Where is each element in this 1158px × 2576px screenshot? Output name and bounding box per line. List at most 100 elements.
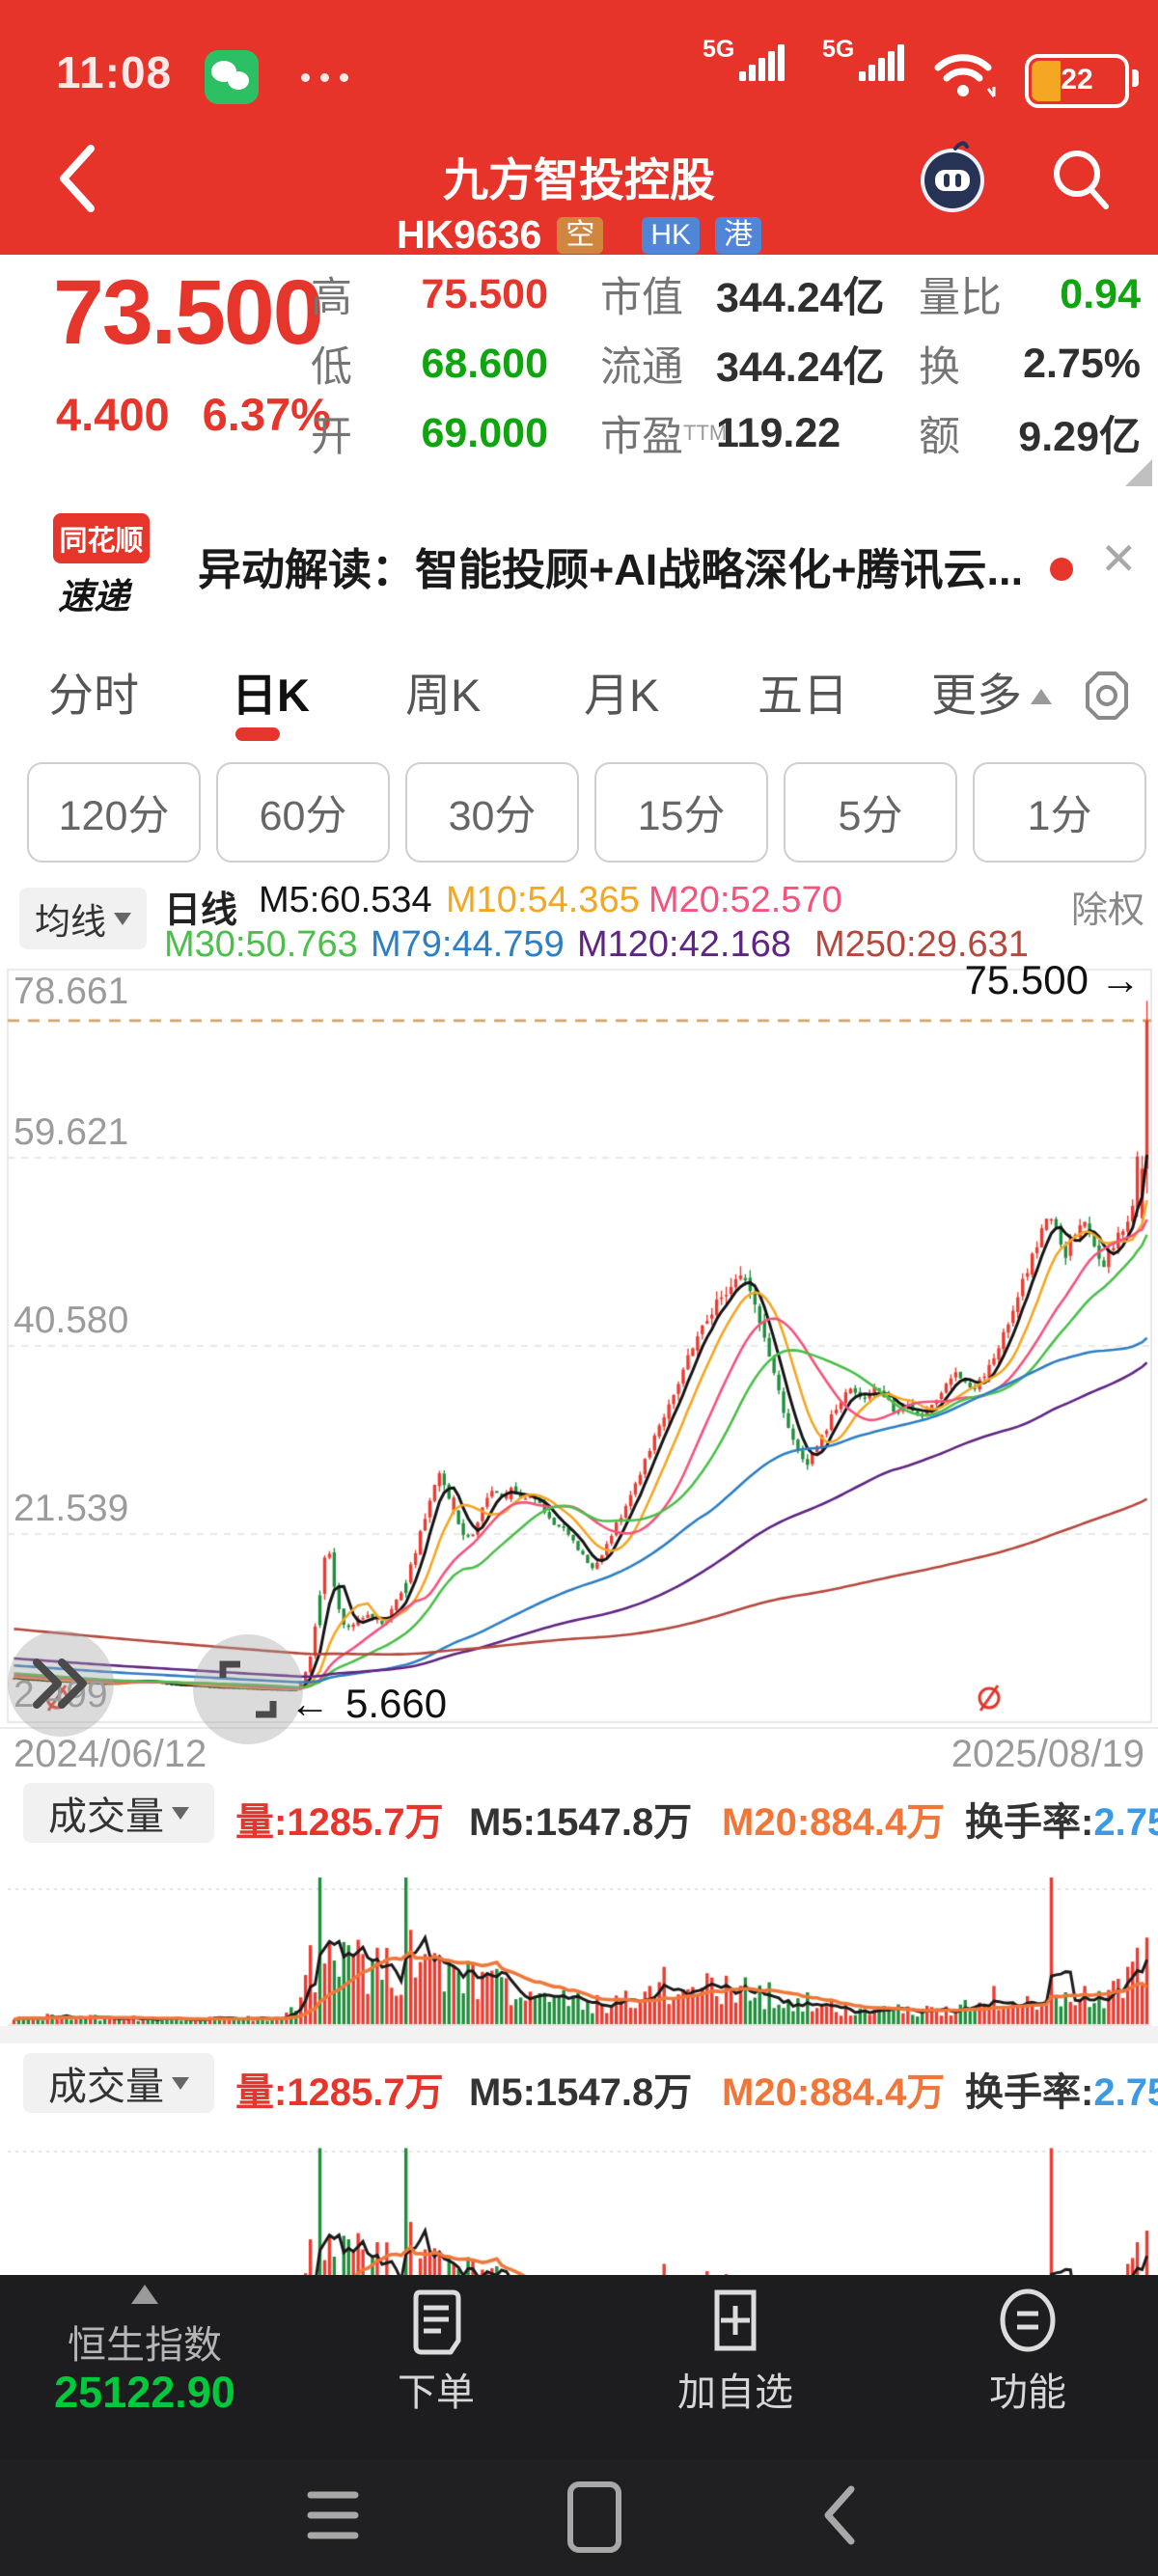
ma5-legend: M5:60.534	[259, 880, 432, 920]
period-120min-button[interactable]: 120分	[27, 762, 201, 863]
add-watchlist-button[interactable]: 加自选	[658, 2288, 813, 2417]
unread-dot	[1050, 558, 1073, 581]
ticker-text: 异动解读：智能投顾+AI战略深化+腾讯云...	[198, 545, 1024, 594]
active-tab-underline	[235, 727, 280, 741]
more-dots-icon[interactable]	[301, 73, 348, 82]
index-name[interactable]: 恒生指数	[68, 2324, 222, 2367]
system-navbar	[0, 2460, 1158, 2576]
x-axis-end-date: 2025/08/19	[951, 1733, 1144, 1775]
ths-logo-sub: 速递	[58, 577, 129, 617]
stock-code: HK9636	[396, 212, 542, 257]
wechat-icon	[205, 50, 259, 104]
ma-mode-label: 日线	[164, 891, 238, 931]
volume-pane-2[interactable]: 成交量 量:1285.7万 M5:1547.8万 M20:884.4万 换手率:…	[0, 2043, 1158, 2275]
period-60min-button[interactable]: 60分	[216, 762, 390, 863]
tab-more[interactable]: 更多	[931, 670, 1022, 721]
volume-ma20: M20:884.4万	[722, 1801, 946, 1844]
volume-selector-chip[interactable]: 成交量	[23, 1783, 214, 1843]
landscape-button[interactable]	[193, 1634, 303, 1744]
volume-ma5-2: M5:1547.8万	[469, 2071, 693, 2114]
close-icon[interactable]: ✕	[1100, 534, 1138, 584]
battery-icon: 22	[1025, 54, 1139, 108]
period-15min-button[interactable]: 15分	[594, 762, 768, 863]
y-tick-2: 40.580	[14, 1300, 129, 1341]
gang-badge: 港	[715, 216, 762, 254]
volume-pane-1[interactable]: 成交量 量:1285.7万 M5:1547.8万 M20:884.4万 换手率:…	[0, 1773, 1158, 2026]
ma-selector-chip[interactable]: 均线	[19, 888, 147, 949]
pane-divider	[0, 2026, 1158, 2043]
arrow-left-icon: ←	[290, 1681, 330, 1726]
recents-button[interactable]	[307, 2483, 359, 2547]
float-value: 344.24亿	[716, 344, 885, 391]
ths-logo: 同花顺	[53, 513, 150, 563]
back-nav-button[interactable]	[818, 2483, 861, 2547]
pe-value: 119.22	[716, 409, 841, 456]
volume-canvas-2[interactable]	[0, 2140, 1158, 2275]
tab-monthly-k[interactable]: 月K	[584, 670, 660, 721]
news-ticker[interactable]: 同花顺 速递 异动解读：智能投顾+AI战略深化+腾讯云... ✕	[0, 490, 1158, 631]
y-tick-0: 78.661	[14, 971, 129, 1012]
caret-down-icon	[172, 2076, 189, 2090]
y-tick-3: 21.539	[14, 1488, 129, 1529]
price-canvas[interactable]	[0, 967, 1158, 1727]
turnover-rate-2: 换手率:2.75%	[965, 2071, 1158, 2114]
turnover-rate: 换手率:2.75%	[965, 1801, 1158, 1844]
volume-ma20-2: M20:884.4万	[722, 2071, 946, 2114]
price-change: 4.400 6.37%	[56, 388, 331, 441]
add-plus-icon	[714, 2289, 757, 2351]
x-axis-dates: 2024/06/12 2025/08/19	[0, 1727, 1158, 1775]
signal-2-icon: 5G	[822, 36, 905, 81]
corner-brackets-icon	[219, 1660, 277, 1718]
mktcap-value: 344.24亿	[716, 275, 885, 321]
change-percent: 6.37%	[202, 389, 331, 440]
back-button[interactable]	[50, 143, 104, 214]
change-value: 4.400	[56, 389, 170, 440]
order-button[interactable]: 下单	[359, 2288, 513, 2417]
caret-down-icon	[172, 1806, 189, 1820]
float-label: 流通	[600, 344, 683, 391]
period-1min-button[interactable]: 1分	[973, 762, 1146, 863]
index-value[interactable]: 25122.90	[54, 2368, 235, 2417]
more-caret-up-icon	[1031, 689, 1052, 704]
low-value: 68.600	[421, 340, 548, 387]
ai-robot-button[interactable]	[915, 137, 990, 216]
low-label: 低	[311, 344, 352, 391]
expand-corner-icon[interactable]	[1125, 459, 1152, 486]
tab-daily-k[interactable]: 日K	[232, 670, 310, 721]
bottom-nav: 恒生指数 25122.90 下单 加自选 功能	[0, 2275, 1158, 2460]
candlestick-chart[interactable]: 78.661 59.621 40.580 21.539 2.499 75.500…	[0, 957, 1158, 1744]
tab-minute[interactable]: 分时	[48, 670, 139, 721]
chart-settings-icon[interactable]	[1079, 668, 1135, 724]
ex-rights-label[interactable]: 除权	[1070, 891, 1144, 931]
amount-label: 额	[919, 414, 960, 460]
low-price-marker: ← 5.660	[290, 1681, 448, 1726]
ma10-legend: M10:54.365	[446, 880, 640, 920]
y-tick-1: 59.621	[14, 1111, 129, 1153]
volratio-label: 量比	[919, 275, 1002, 321]
home-button[interactable]	[567, 2481, 621, 2553]
open-value: 69.000	[421, 409, 548, 456]
tab-weekly-k[interactable]: 周K	[405, 670, 482, 721]
tab-five-day[interactable]: 五日	[758, 670, 848, 721]
search-button[interactable]	[1048, 145, 1116, 212]
fast-forward-button[interactable]	[8, 1631, 114, 1737]
double-chevron-right-icon	[33, 1658, 87, 1709]
hk-badge: HK	[642, 216, 701, 254]
ma30-legend: M30:50.763	[164, 924, 358, 965]
arrow-right-icon: →	[1100, 957, 1141, 1002]
status-time: 11:08	[56, 47, 173, 97]
volume-header-1: 成交量 量:1285.7万 M5:1547.8万 M20:884.4万 换手率:…	[0, 1783, 1158, 1845]
quote-panel[interactable]: 73.500 4.400 6.37% 高 低 开 75.500 68.600 6…	[0, 255, 1158, 490]
order-list-icon	[413, 2289, 461, 2355]
chart-tabbar: 分时 日K 周K 月K 五日 更多	[0, 629, 1158, 753]
volume-value: 量:1285.7万	[235, 1801, 444, 1844]
pe-label: 市盈	[600, 414, 683, 460]
period-30min-button[interactable]: 30分	[405, 762, 579, 863]
volume-selector-chip-2[interactable]: 成交量	[23, 2053, 214, 2113]
pe-sup: TTM	[683, 421, 728, 445]
period-5min-button[interactable]: 5分	[784, 762, 957, 863]
period-buttons: 120分 60分 30分 15分 5分 1分	[0, 753, 1158, 874]
wifi-icon	[934, 54, 996, 97]
functions-button[interactable]: 功能	[951, 2288, 1105, 2417]
volume-canvas-1[interactable]	[0, 1874, 1158, 2026]
